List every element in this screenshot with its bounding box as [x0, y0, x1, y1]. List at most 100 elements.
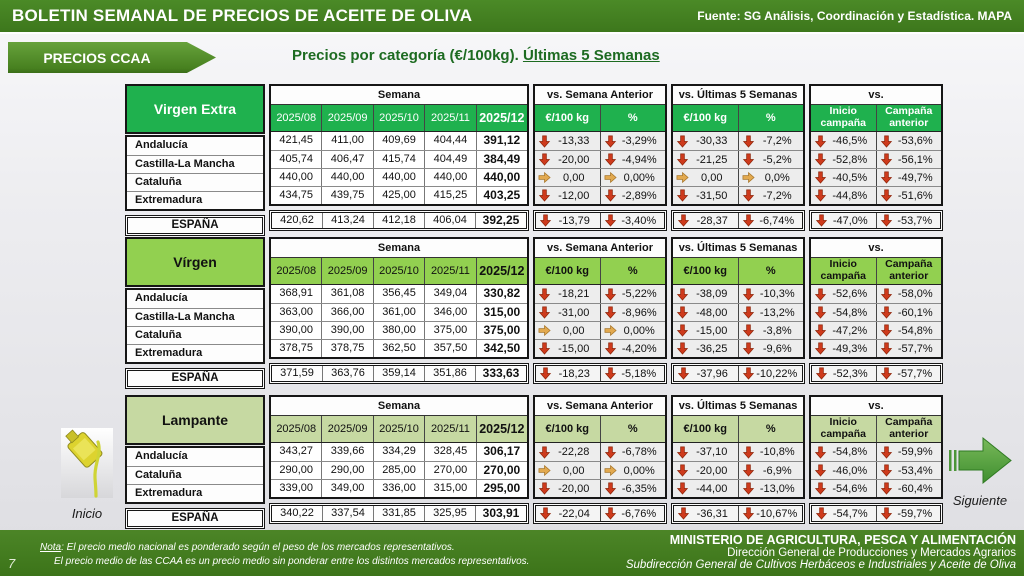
- vs-5-weeks-group: vs. Últimas 5 Semanas €/100 kg% -38,09 -10,…: [671, 237, 805, 389]
- week-header-cell: 2025/12: [475, 105, 528, 131]
- price-cell: 406,47: [321, 151, 373, 168]
- vs-5-weeks-group: vs. Últimas 5 Semanas €/100 kg% -30,33 -7,2…: [671, 84, 805, 236]
- down-arrow-icon: [604, 482, 617, 495]
- total-change-cell: -3,40%: [599, 213, 664, 228]
- down-arrow-icon: [742, 288, 755, 301]
- change-value: 0,00: [563, 324, 585, 337]
- down-arrow-icon: [676, 324, 689, 337]
- data-row: -13,33 -3,29%: [535, 132, 665, 150]
- data-row: -44,00 -13,0%: [673, 479, 803, 497]
- down-arrow-icon: [539, 507, 552, 520]
- down-arrow-icon: [880, 214, 893, 227]
- down-arrow-icon: [814, 324, 827, 337]
- change-cell: -59,9%: [875, 443, 941, 461]
- down-arrow-icon: [604, 214, 617, 227]
- down-arrow-icon: [880, 482, 893, 495]
- change-cell: 0,0%: [737, 169, 803, 186]
- week-header-cell: 2025/09: [321, 416, 373, 442]
- data-row: 339,00 349,00 336,00 315,00 295,00: [271, 479, 528, 497]
- change-cell: 0,00: [535, 462, 600, 479]
- change-cell: -47,2%: [811, 322, 876, 339]
- group-main: vs. Inicio campaña Campaña anterior -46,5% -53…: [809, 84, 943, 206]
- total-change-cell: -5,18%: [599, 366, 664, 381]
- unit-header-cell: €/100 kg: [535, 105, 600, 131]
- change-cell: -10,8%: [737, 443, 803, 461]
- data-row: -31,50 -7,2%: [673, 186, 803, 204]
- change-cell: -54,8%: [811, 304, 876, 321]
- group-header: vs. Semana Anterior: [535, 239, 665, 258]
- total-price-cell: 359,14: [373, 366, 424, 381]
- espana-cell: ESPAÑA: [125, 215, 265, 236]
- change-cell: -7,2%: [737, 187, 803, 204]
- down-arrow-icon: [815, 507, 828, 520]
- change-cell: -6,35%: [599, 480, 665, 497]
- price-cell: 336,00: [372, 480, 425, 497]
- change-cell: -52,6%: [811, 285, 876, 303]
- price-cell: 409,69: [372, 132, 425, 150]
- week-header-cell: 2025/10: [372, 416, 425, 442]
- precios-ccaa-tab[interactable]: PRECIOS CCAA: [8, 42, 216, 73]
- down-arrow-icon: [814, 153, 827, 166]
- change-value: -31,50: [696, 189, 728, 202]
- total-price-cell: 340,22: [280, 507, 314, 519]
- change-value: -6,35%: [621, 482, 657, 495]
- price-cell: 425,00: [372, 187, 425, 204]
- total-change-cell: -59,7%: [875, 506, 940, 521]
- data-row: -12,00 -2,89%: [535, 186, 665, 204]
- change-value: 0,0%: [764, 171, 790, 184]
- price-cell: 346,00: [424, 304, 476, 321]
- down-arrow-icon: [604, 507, 617, 520]
- price-cell: 440,00: [424, 169, 476, 186]
- price-cell: 404,44: [424, 132, 476, 150]
- price-cell: 384,49: [475, 151, 528, 168]
- down-arrow-icon: [677, 507, 690, 520]
- down-arrow-icon: [604, 367, 617, 380]
- group-header: vs.: [811, 86, 941, 105]
- page-title: Precios por categoría (€/100kg). Últimas…: [292, 47, 660, 64]
- change-value: -2,89%: [621, 189, 657, 202]
- change-cell: -4,20%: [599, 340, 665, 357]
- change-value: -54,8%: [897, 324, 933, 337]
- price-cell: 391,12: [475, 132, 528, 150]
- footnote-line2: El precio medio de las CCAA es un precio…: [54, 556, 530, 567]
- inicio-button[interactable]: Inicio: [50, 428, 124, 521]
- change-cell: -54,8%: [875, 322, 941, 339]
- price-cell: 270,00: [475, 462, 528, 479]
- footnote-label: Nota: [40, 542, 62, 553]
- price-cell: 362,50: [372, 340, 425, 357]
- price-table-lampante: Lampante Andalucía Cataluña Extremadura ESPA…: [125, 395, 943, 529]
- price-cell: 361,08: [321, 285, 373, 303]
- change-value: -28,37: [696, 214, 728, 227]
- data-row: 440,00 440,00 440,00 440,00 440,00: [271, 168, 528, 186]
- total-row: -47,0% -53,7%: [809, 210, 943, 231]
- price-cell: 405,74: [271, 151, 322, 168]
- total-row: -28,37 -6,74%: [671, 210, 805, 231]
- total-row: -37,96 -10,22%: [671, 363, 805, 384]
- down-arrow-icon: [604, 306, 617, 319]
- data-row: 363,00 366,00 361,00 346,00 315,00: [271, 303, 528, 321]
- total-row: -22,04 -6,76%: [533, 503, 667, 524]
- change-value: -60,4%: [897, 482, 933, 495]
- siguiente-button[interactable]: Siguiente: [942, 436, 1018, 508]
- data-row: -18,21 -5,22%: [535, 285, 665, 303]
- data-row: 343,27 339,66 334,29 328,45 306,17: [271, 443, 528, 461]
- price-cell: 403,25: [475, 187, 528, 204]
- total-change-cell: -28,37: [674, 213, 738, 228]
- down-arrow-icon: [676, 135, 689, 148]
- total-change-cell: -6,74%: [737, 213, 802, 228]
- region-cell: Andalucía: [127, 290, 263, 308]
- percent-header-cell: %: [599, 105, 665, 131]
- price-cell: 366,00: [321, 304, 373, 321]
- price-cell: 315,00: [424, 480, 476, 497]
- down-arrow-icon: [742, 135, 755, 148]
- category-column: Virgen Extra Andalucía Castilla-La Mancha C…: [125, 84, 265, 236]
- change-value: -36,25: [696, 342, 728, 355]
- week-header-cell: 2025/09: [321, 105, 373, 131]
- change-cell: -60,1%: [875, 304, 941, 321]
- change-cell: -6,9%: [737, 462, 803, 479]
- down-arrow-icon: [677, 214, 690, 227]
- change-value: 0,00: [701, 171, 723, 184]
- change-value: -8,96%: [621, 306, 657, 319]
- change-value: 0,00%: [623, 171, 655, 184]
- group-main: Semana 2025/08 2025/09 2025/10 2025/11 2025/1…: [269, 84, 529, 206]
